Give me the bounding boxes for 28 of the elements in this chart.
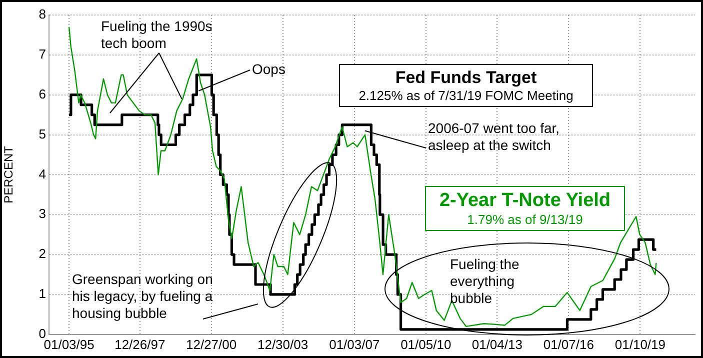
y-tick-label: 6 (38, 86, 46, 102)
y-tick-label: 0 (38, 326, 46, 341)
y-tick-label: 1 (38, 286, 46, 302)
x-tick-label: 12/30/03 (257, 336, 308, 352)
annotation: 2.125% as of 7/31/19 FOMC Meeting (358, 88, 574, 104)
annotation: Greenspan working on his legacy, by fueling a housing bubble (72, 271, 214, 322)
y-tick-label: 7 (38, 46, 46, 62)
y-tick-label: 5 (38, 126, 46, 142)
x-tick-label: 01/04/13 (472, 336, 522, 352)
series-label: 2-Year T-Note Yield (438, 189, 612, 212)
x-tick-label: 01/03/07 (329, 336, 380, 352)
annotation: Fueling the everything bubble (450, 256, 520, 307)
annotation: Oops (252, 61, 286, 78)
x-tick-label: 01/03/95 (44, 336, 94, 352)
x-tick-label: 01/05/10 (400, 336, 452, 352)
y-axis-title: PERCENT (2, 145, 16, 204)
x-tick-label: 01/07/16 (543, 336, 594, 352)
annotation: Fueling the 1990s tech boom (101, 18, 214, 52)
text: Fed Funds Target (394, 67, 538, 88)
y-tick-label: 4 (38, 166, 46, 182)
x-tick-label: 01/10/19 (614, 336, 666, 352)
y-tick-label: 8 (38, 6, 46, 22)
annotation: 1.79% as of 9/13/19 (466, 212, 584, 228)
y-tick-label: 3 (38, 206, 46, 222)
x-tick-label: 12/26/97 (114, 336, 166, 352)
y-tick-label: 2 (38, 246, 46, 262)
annotation: 2006-07 went too far, asleep at the switch (428, 120, 561, 154)
x-tick-label: 12/27/00 (186, 336, 237, 352)
